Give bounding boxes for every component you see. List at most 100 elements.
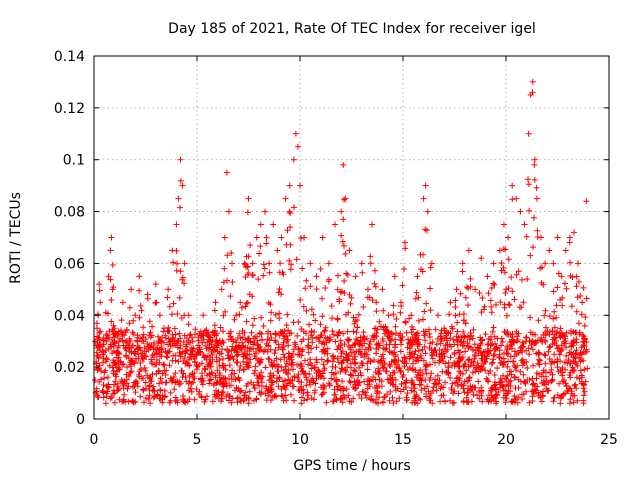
data-point — [424, 208, 431, 215]
data-point — [340, 161, 347, 168]
data-point — [148, 358, 155, 365]
data-point — [562, 247, 569, 254]
data-point — [575, 260, 582, 267]
y-tick-label: 0.02 — [54, 360, 85, 376]
y-tick-label: 0.14 — [54, 49, 85, 65]
data-point — [441, 325, 448, 332]
data-point — [101, 369, 108, 376]
data-point — [257, 221, 264, 228]
x-tick-label: 10 — [291, 432, 309, 448]
data-point — [177, 156, 184, 163]
data-point — [325, 260, 332, 267]
data-point — [346, 247, 353, 254]
data-point — [249, 260, 256, 267]
data-point — [115, 351, 122, 358]
data-point — [369, 221, 376, 228]
data-point — [307, 260, 314, 267]
data-point — [266, 260, 273, 267]
data-point — [453, 286, 460, 293]
data-point — [108, 234, 115, 241]
data-point — [229, 260, 236, 267]
dense-data-cloud — [92, 89, 591, 407]
data-point — [212, 299, 219, 306]
data-point — [261, 208, 268, 215]
data-point — [290, 156, 297, 163]
data-point — [558, 273, 565, 280]
y-axis-label: ROTI / TECUs — [8, 192, 24, 284]
data-point — [144, 291, 151, 298]
data-point — [373, 299, 380, 306]
data-point — [94, 325, 101, 332]
data-point — [414, 273, 421, 280]
data-point — [364, 286, 371, 293]
data-point — [128, 286, 135, 293]
data-point — [338, 208, 345, 215]
data-point — [181, 260, 188, 267]
data-point — [542, 260, 549, 267]
data-point — [554, 234, 561, 241]
data-point — [99, 343, 106, 350]
data-point — [435, 312, 442, 319]
data-point — [546, 247, 553, 254]
data-point — [391, 273, 398, 280]
data-point — [301, 234, 308, 241]
data-point — [132, 312, 139, 319]
data-point — [490, 260, 497, 267]
y-tick-label: 0.1 — [63, 153, 85, 169]
data-point — [521, 221, 528, 228]
data-point — [509, 182, 516, 189]
y-tick-labels: 0 0.02 0.04 0.06 0.08 0.1 0.12 0.14 — [54, 49, 85, 428]
y-tick-label: 0.06 — [54, 256, 85, 272]
data-point — [397, 299, 404, 306]
data-points — [92, 78, 590, 384]
data-point — [496, 247, 503, 254]
data-point — [119, 299, 126, 306]
data-point — [420, 195, 427, 202]
y-tick-label: 0.08 — [54, 205, 85, 221]
data-point — [156, 312, 163, 319]
data-point — [169, 247, 176, 254]
data-point — [161, 325, 168, 332]
data-point — [194, 351, 200, 358]
y-tick-label: 0 — [76, 412, 85, 428]
axis-ticks — [93, 55, 610, 420]
data-point — [282, 195, 289, 202]
data-point — [165, 286, 172, 293]
data-point — [385, 312, 392, 319]
x-tick-label: 0 — [90, 432, 99, 448]
x-axis-label: GPS time / hours — [293, 458, 410, 474]
x-tick-labels: 0 5 10 15 20 25 — [90, 432, 618, 448]
data-point — [237, 299, 244, 306]
data-point — [513, 195, 520, 202]
y-tick-label: 0.12 — [54, 101, 85, 117]
data-point — [422, 182, 429, 189]
data-point — [428, 260, 435, 267]
x-tick-label: 15 — [394, 432, 412, 448]
data-point — [173, 221, 180, 228]
chart-title: Day 185 of 2021, Rate Of TEC Index for r… — [168, 21, 536, 37]
data-point — [352, 273, 359, 280]
data-point — [379, 286, 386, 293]
data-point — [527, 91, 534, 98]
data-point — [297, 182, 303, 189]
data-point — [459, 260, 466, 267]
data-point — [185, 312, 192, 319]
data-point — [319, 234, 326, 241]
data-point — [136, 273, 143, 280]
data-point — [529, 78, 536, 85]
data-point — [525, 130, 532, 137]
data-point — [570, 229, 577, 236]
data-point — [294, 143, 301, 150]
x-tick-label: 25 — [600, 432, 618, 448]
x-tick-label: 5 — [193, 432, 202, 448]
x-tick-label: 20 — [497, 432, 515, 448]
data-point — [103, 338, 110, 345]
data-point — [218, 286, 225, 293]
data-point — [152, 281, 159, 288]
data-point — [533, 195, 540, 202]
data-point — [241, 260, 248, 267]
data-point — [286, 182, 293, 189]
data-point — [358, 260, 365, 267]
data-point — [107, 247, 114, 254]
